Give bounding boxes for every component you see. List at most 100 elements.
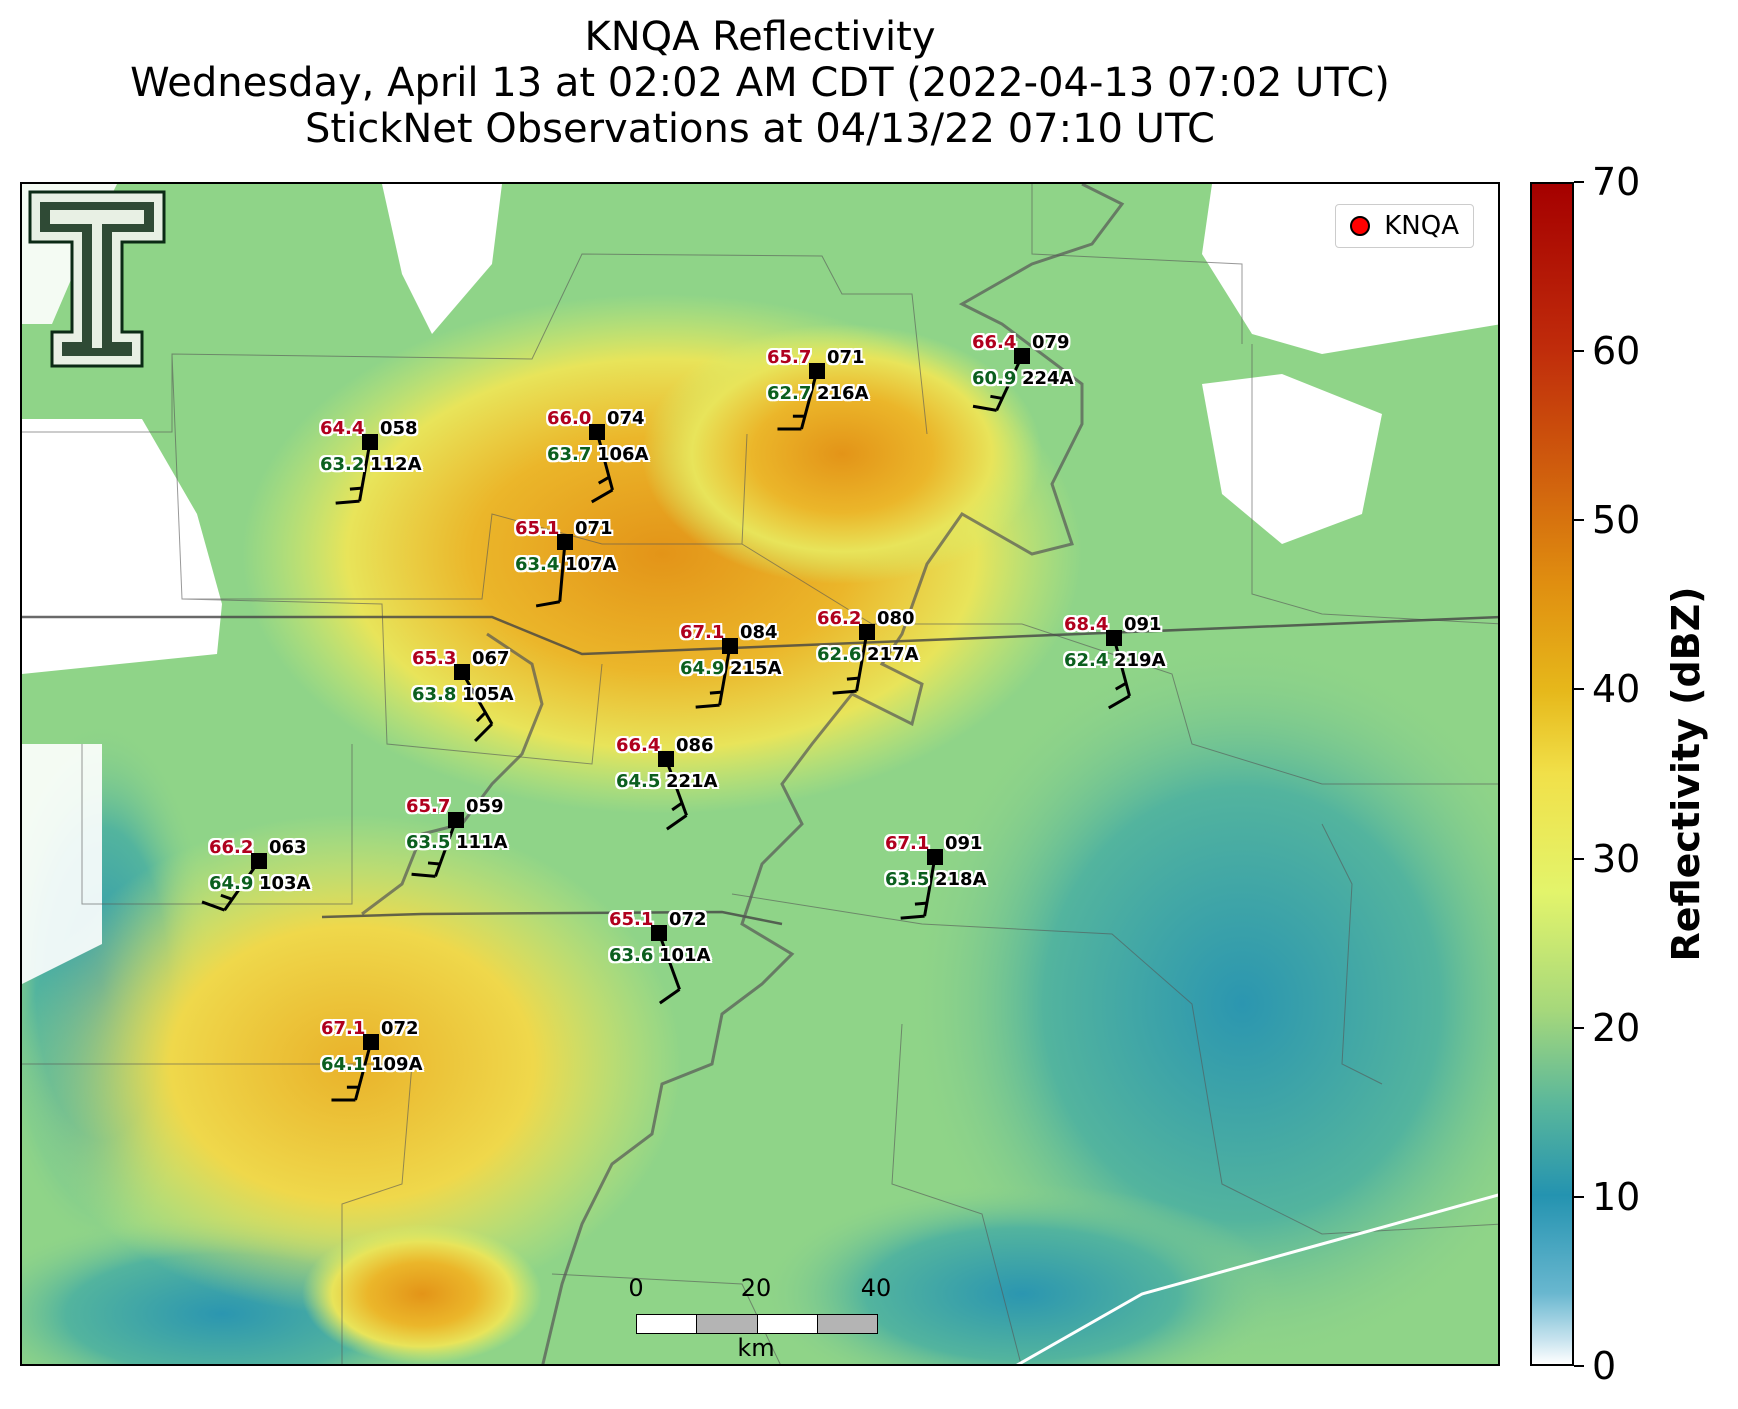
station-marker-icon	[859, 624, 875, 640]
station-wind-direction: 074	[607, 408, 645, 429]
station-temperature: 66.4	[972, 332, 1017, 353]
station-id: 103A	[259, 873, 311, 894]
title-line-2: Wednesday, April 13 at 02:02 AM CDT (202…	[130, 60, 1390, 106]
texas-tech-double-t-logo	[28, 190, 166, 368]
wind-barb-109A	[331, 1041, 373, 1102]
station-temperature: 65.7	[767, 347, 812, 368]
scale-segments	[636, 1314, 878, 1334]
wind-barb-218A	[900, 856, 937, 920]
wind-barb-106A	[590, 431, 614, 504]
colorbar-tick-mark	[1574, 519, 1584, 522]
colorbar-tick-label: 60	[1592, 329, 1641, 374]
wind-barb-217A	[832, 631, 869, 695]
station-wind-direction: 086	[676, 735, 714, 756]
station-wind-direction: 080	[877, 608, 915, 629]
station-id: 107A	[565, 554, 617, 575]
station-wind-direction: 058	[380, 418, 418, 439]
colorbar-tick-label: 30	[1592, 836, 1641, 881]
station-temperature: 67.1	[321, 1018, 366, 1039]
station-id: 216A	[817, 383, 869, 404]
station-temperature: 65.7	[406, 796, 451, 817]
station-id: 215A	[730, 658, 782, 679]
scale-tick-40: 40	[860, 1274, 892, 1302]
colorbar-tick-label: 50	[1592, 498, 1641, 543]
station-temperature: 67.1	[885, 833, 930, 854]
station-dewpoint: 64.9	[209, 873, 254, 894]
station-wind-direction: 072	[381, 1018, 419, 1039]
station-marker-icon	[363, 1034, 379, 1050]
colorbar-tick-mark	[1574, 181, 1584, 183]
station-id: 112A	[370, 454, 422, 475]
wind-barb-219A	[1107, 637, 1131, 710]
station-dewpoint: 63.5	[885, 869, 930, 890]
wind-barb-224A	[972, 355, 1024, 412]
station-temperature: 67.1	[680, 622, 725, 643]
station-wind-direction: 072	[669, 909, 707, 930]
wind-barb-112A	[335, 441, 372, 505]
colorbar-tick-label: 10	[1592, 1174, 1641, 1219]
station-dewpoint: 60.9	[972, 368, 1017, 389]
station-marker-icon	[658, 751, 674, 767]
station-marker-icon	[557, 534, 573, 550]
colorbar-tick-mark	[1574, 350, 1584, 353]
station-wind-direction: 091	[1124, 614, 1162, 635]
station-id: 105A	[462, 684, 514, 705]
station-marker-icon	[448, 812, 464, 828]
colorbar	[1530, 182, 1574, 1366]
station-id: 224A	[1022, 368, 1074, 389]
colorbar-tick-label: 70	[1592, 160, 1641, 204]
reflectivity-field	[22, 184, 1498, 1364]
station-dewpoint: 62.4	[1064, 650, 1109, 671]
colorbar-ticks: 0 10 20 30 40 50 60 70	[1574, 160, 1654, 1388]
station-dewpoint: 63.4	[515, 554, 560, 575]
station-id: 101A	[659, 945, 711, 966]
station-id: 109A	[371, 1054, 423, 1075]
knqa-marker-icon	[1350, 216, 1371, 236]
station-temperature: 66.2	[817, 608, 862, 629]
station-wind-direction: 067	[472, 648, 510, 669]
station-marker-icon	[454, 664, 470, 680]
title-block: KNQA Reflectivity Wednesday, April 13 at…	[0, 14, 1520, 152]
station-temperature: 65.1	[515, 518, 560, 539]
station-temperature: 66.4	[616, 735, 661, 756]
station-temperature: 66.2	[209, 837, 254, 858]
wind-barb-105A	[460, 671, 494, 742]
station-marker-icon	[251, 853, 267, 869]
station-dewpoint: 63.2	[320, 454, 365, 475]
station-marker-icon	[809, 363, 825, 379]
scale-tick-0: 0	[628, 1274, 644, 1302]
wind-barb-103A	[201, 860, 261, 912]
station-marker-icon	[1014, 348, 1030, 364]
wind-barb-216A	[777, 370, 819, 431]
wind-barb-111A	[411, 819, 458, 878]
station-wind-direction: 071	[575, 518, 613, 539]
station-id: 111A	[456, 832, 508, 853]
colorbar-tick-label: 20	[1592, 1005, 1641, 1050]
wind-barbs-layer	[201, 355, 1131, 1102]
scale-tick-20: 20	[740, 1274, 772, 1302]
station-dewpoint: 62.7	[767, 383, 812, 404]
station-id: 219A	[1114, 650, 1166, 671]
title-line-3: StickNet Observations at 04/13/22 07:10 …	[305, 106, 1215, 152]
title-line-1: KNQA Reflectivity	[584, 14, 936, 60]
colorbar-tick-label: 40	[1592, 667, 1641, 712]
station-marker-icon	[589, 424, 605, 440]
station-wind-direction: 084	[740, 622, 778, 643]
wind-barb-221A	[664, 758, 688, 831]
station-id: 106A	[597, 444, 649, 465]
wind-barb-107A	[535, 541, 567, 608]
station-id: 218A	[935, 869, 987, 890]
scale-unit: km	[737, 1334, 775, 1362]
colorbar-tick-mark	[1574, 1026, 1584, 1029]
station-wind-direction: 071	[827, 347, 865, 368]
station-dewpoint: 63.6	[609, 945, 654, 966]
station-wind-direction: 063	[269, 837, 307, 858]
station-wind-direction: 091	[945, 833, 983, 854]
station-marker-icon	[927, 849, 943, 865]
radar-map[interactable]: 64.4 058 63.2 112A 66.0 074 63.7 106A 65.7 071 62.…	[20, 182, 1500, 1366]
station-dewpoint: 63.8	[412, 684, 457, 705]
map-legend: KNQA	[1335, 204, 1474, 248]
station-temperature: 64.4	[320, 418, 365, 439]
station-temperature: 65.3	[412, 648, 457, 669]
station-marker-icon	[722, 638, 738, 654]
